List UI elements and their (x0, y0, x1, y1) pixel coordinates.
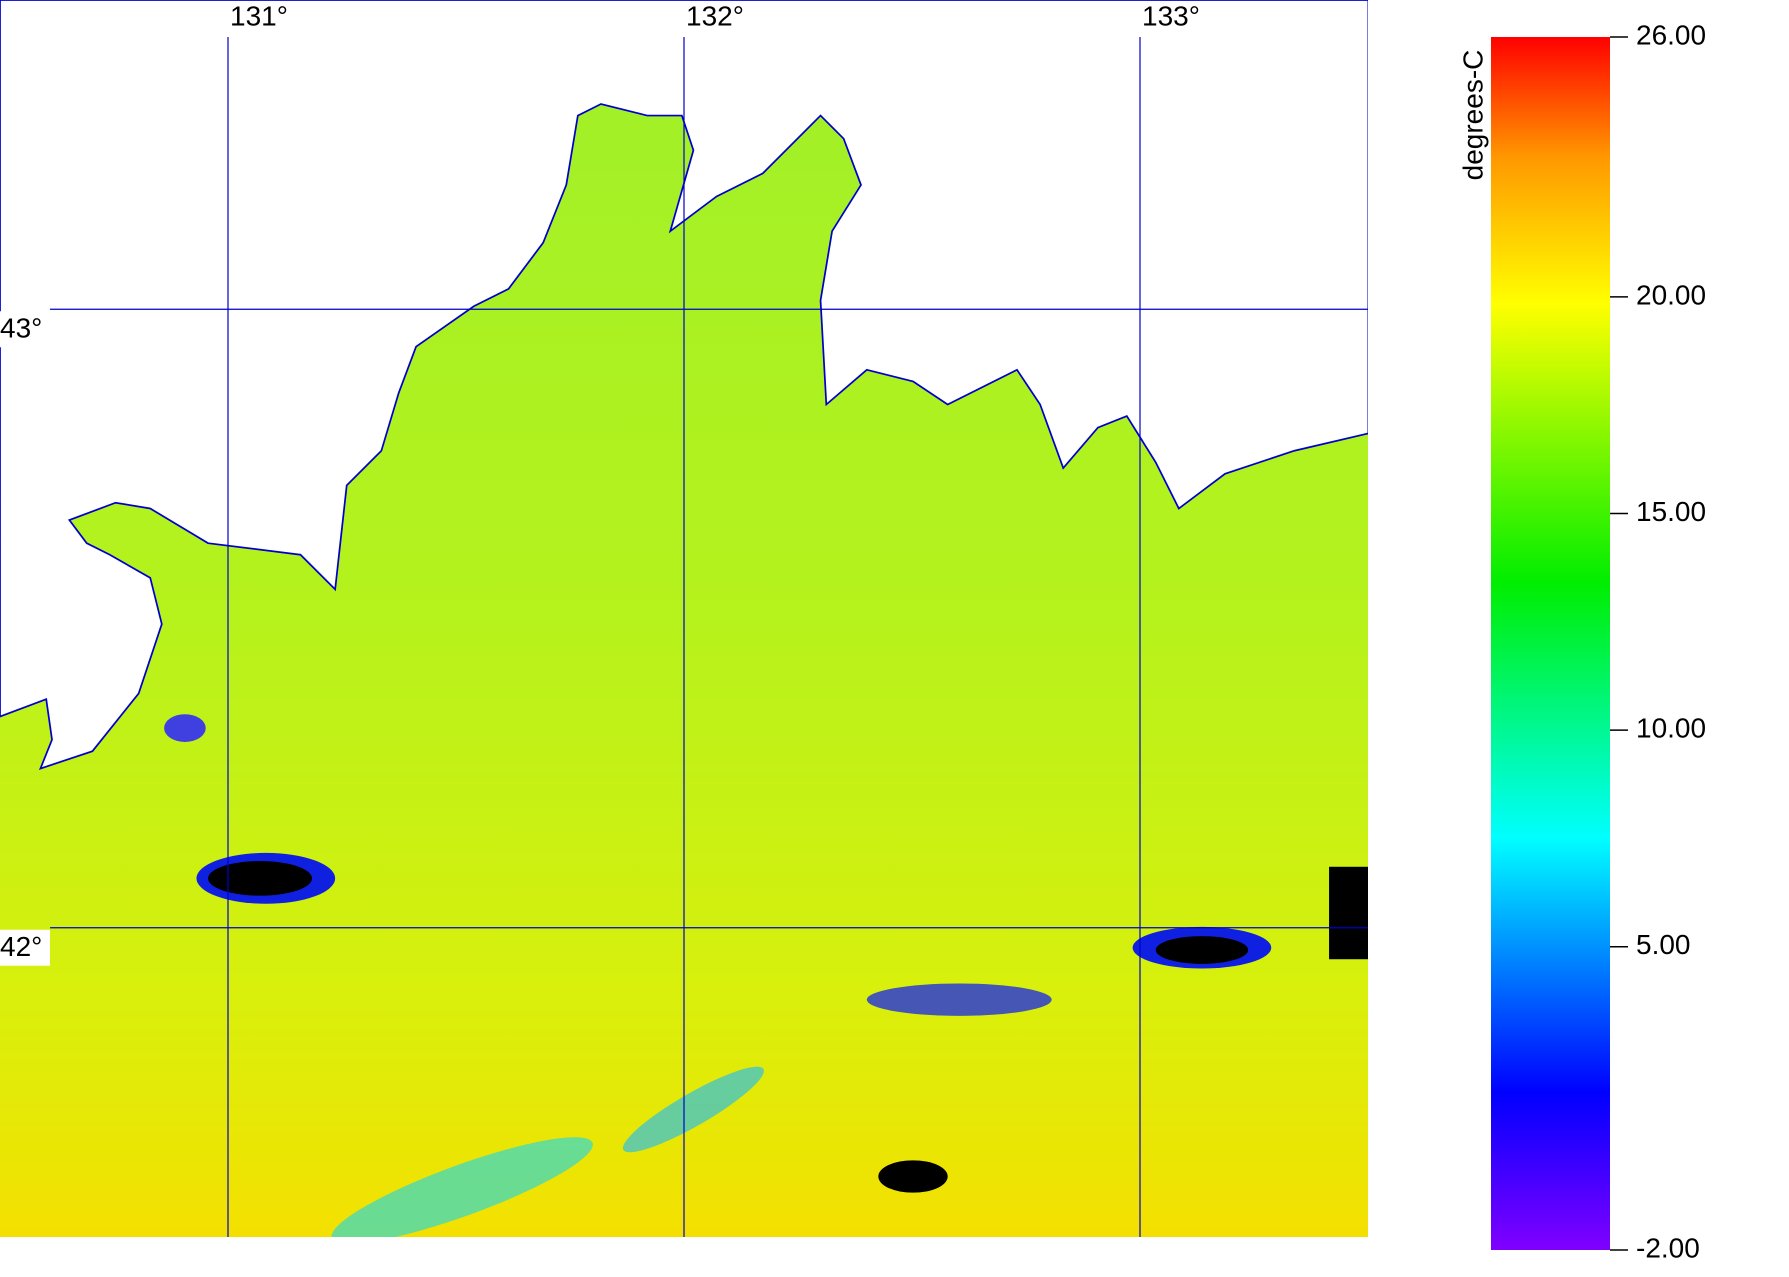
cold-patch (164, 714, 206, 742)
lat-label: 43° (0, 313, 42, 344)
colorbar-tick-label: 15.00 (1636, 496, 1706, 527)
graticule: 131° 132° 133° 43° 42° (0, 0, 1368, 1237)
cold-core (208, 860, 313, 896)
cold-core (1155, 936, 1249, 964)
features (0, 0, 1368, 1237)
lon-label: 133° (1142, 0, 1200, 31)
lat-label: 42° (0, 931, 42, 962)
lon-label: 131° (230, 0, 288, 31)
cold-patch (866, 983, 1052, 1016)
colorbar-tick-label: 20.00 (1636, 279, 1706, 310)
lon-label: 132° (686, 0, 744, 31)
colorbar-label: degrees-C (1457, 50, 1488, 181)
colorbar-tick-label: 10.00 (1636, 713, 1706, 744)
land (0, 0, 1368, 770)
colorbar-tick-label: 5.00 (1636, 929, 1691, 960)
colorbar-tick-label: -2.00 (1636, 1232, 1700, 1263)
cool-band (331, 1137, 593, 1237)
colorbar-tick-label: 26.00 (1636, 19, 1706, 50)
map-image (0, 0, 1368, 1237)
cool-band (622, 1066, 764, 1153)
colorbar-ticks: 26.00 20.00 15.00 10.00 5.00 -2.00 (1610, 19, 1706, 1263)
lat-label-bg (0, 311, 50, 348)
lat-label-bg (0, 929, 50, 966)
cold-core (878, 1160, 948, 1193)
colorbar (1491, 37, 1610, 1250)
cold-core (1329, 866, 1368, 960)
